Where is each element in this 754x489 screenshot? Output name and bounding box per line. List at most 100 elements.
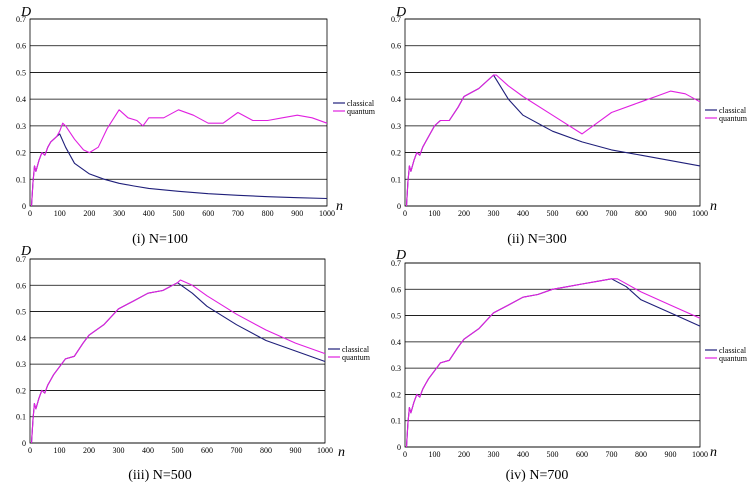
x-tick-label: 200 [458,209,470,218]
y-tick-label: 0.2 [391,390,401,399]
y-tick-label: 0.7 [16,15,26,24]
y-tick-label: 0.1 [16,175,26,184]
panel-caption: (ii) N=300 [507,232,567,247]
x-tick-label: 700 [606,450,618,459]
x-axis-label: n [336,199,343,214]
y-tick-label: 0.4 [391,338,401,347]
series-line-quantum [30,109,328,207]
y-tick-label: 0.2 [16,149,26,158]
x-tick-label: 600 [576,209,588,218]
chart-panel-2: 0 0.1 0.2 0.3 0.4 0.5 0.6 0.7 0 100 200 300 400 500 60… [391,5,748,247]
x-tick-label: 900 [665,450,677,459]
x-tick-label: 100 [54,446,66,455]
y-axis-label: D [395,5,406,20]
x-tick-label: 500 [547,209,559,218]
y-tick-label: 0.6 [16,281,26,290]
y-tick-label: 0.3 [391,122,401,131]
x-tick-label: 0 [403,209,407,218]
y-tick-label: 0 [22,202,26,211]
chart-panel-4: 0 0.1 0.2 0.3 0.4 0.5 0.6 0.7 0 100 200 300 400 500 60… [391,248,748,483]
y-tick-label: 0.7 [16,255,26,264]
legend-label-quantum: quantum [347,107,376,116]
series-line-classical [405,74,701,207]
series-line-classical [30,282,326,444]
legend-label-classical: classical [347,99,375,108]
plot-frame [404,262,701,448]
x-tick-label: 800 [635,209,647,218]
series-line-quantum [30,279,326,444]
y-axis-label: D [20,244,31,259]
x-tick-label: 900 [665,209,677,218]
x-tick-label: 700 [232,209,244,218]
x-tick-label: 100 [54,209,66,218]
y-tick-label: 0.5 [16,308,26,317]
y-tick-label: 0 [397,443,401,452]
legend-label-quantum: quantum [719,354,748,363]
x-tick-label: 900 [290,446,302,455]
x-tick-label: 200 [458,450,470,459]
x-tick-label: 300 [488,209,500,218]
y-tick-label: 0.1 [16,413,26,422]
series-line-quantum [405,74,701,207]
series-line-classical [30,133,328,207]
y-tick-label: 0.3 [16,360,26,369]
plot-frame [29,18,328,207]
x-tick-label: 300 [113,209,125,218]
x-tick-label: 700 [231,446,243,455]
x-tick-label: 800 [635,450,647,459]
legend-label-classical: classical [719,106,747,115]
x-tick-label: 400 [517,450,529,459]
x-tick-label: 1000 [317,446,333,455]
plot-frame [404,18,701,207]
y-tick-label: 0.7 [391,259,401,268]
x-tick-label: 600 [576,450,588,459]
x-tick-label: 800 [260,446,272,455]
y-tick-label: 0 [397,202,401,211]
x-tick-label: 0 [28,209,32,218]
legend-label-classical: classical [342,345,370,354]
y-tick-label: 0.6 [391,42,401,51]
y-axis-label: D [20,5,31,20]
x-tick-label: 100 [429,209,441,218]
x-tick-label: 800 [262,209,274,218]
y-tick-label: 0.1 [391,417,401,426]
x-tick-label: 500 [173,209,185,218]
series-line-quantum [405,278,701,448]
y-tick-label: 0 [22,439,26,448]
y-tick-label: 0.1 [391,175,401,184]
y-tick-label: 0.4 [16,334,26,343]
x-axis-label: n [710,445,717,460]
y-tick-label: 0.5 [391,312,401,321]
x-tick-label: 900 [291,209,303,218]
x-tick-label: 600 [202,209,214,218]
x-tick-label: 400 [142,446,154,455]
x-tick-label: 300 [488,450,500,459]
x-tick-label: 200 [83,446,95,455]
x-axis-label: n [338,445,345,460]
x-tick-label: 200 [83,209,95,218]
y-axis-label: D [395,248,406,263]
x-tick-label: 600 [201,446,213,455]
y-tick-label: 0.2 [391,149,401,158]
chart-panel-1: 0 0.1 0.2 0.3 0.4 0.5 0.6 0.7 0 100 200 300 400 500 60… [16,5,376,247]
x-tick-label: 1000 [692,450,708,459]
series-line-classical [405,278,701,448]
x-tick-label: 100 [429,450,441,459]
x-axis-label: n [710,199,717,214]
panel-caption: (iii) N=500 [128,468,192,483]
panel-caption: (iv) N=700 [506,468,569,483]
legend-label-classical: classical [719,346,747,355]
y-tick-label: 0.6 [16,42,26,51]
y-tick-label: 0.3 [391,364,401,373]
x-tick-label: 400 [143,209,155,218]
plot-frame [29,258,326,444]
y-tick-label: 0.4 [391,95,401,104]
y-tick-label: 0.5 [16,68,26,77]
y-tick-label: 0.5 [391,68,401,77]
x-tick-label: 300 [113,446,125,455]
x-tick-label: 500 [172,446,184,455]
legend-label-quantum: quantum [719,114,748,123]
y-tick-label: 0.7 [391,15,401,24]
y-tick-label: 0.6 [391,285,401,294]
